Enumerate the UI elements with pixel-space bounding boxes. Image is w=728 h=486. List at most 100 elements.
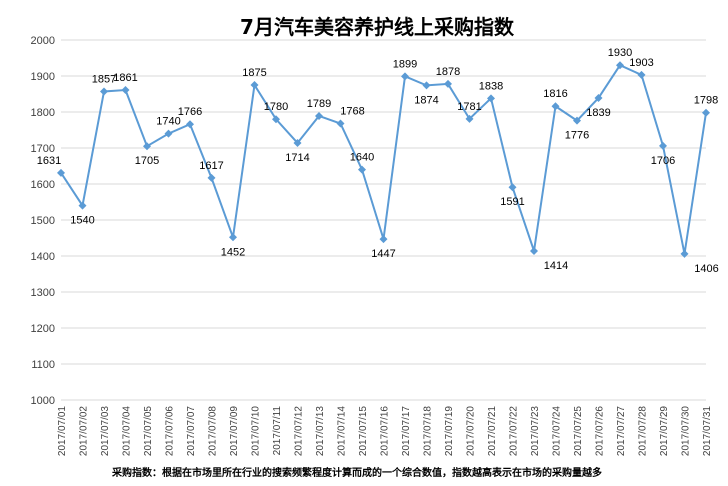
data-label: 1789 — [307, 98, 331, 110]
data-label: 1780 — [264, 101, 288, 113]
data-label: 1591 — [500, 196, 524, 208]
x-tick-label: 2017/07/08 — [208, 406, 219, 456]
data-label: 1899 — [393, 58, 417, 70]
data-point — [229, 233, 237, 242]
data-point — [100, 87, 108, 96]
y-tick-label: 1400 — [31, 251, 55, 263]
y-tick-label: 2000 — [31, 35, 55, 47]
x-tick-label: 2017/07/07 — [186, 406, 197, 456]
data-point — [573, 116, 581, 125]
data-label: 1781 — [457, 101, 481, 113]
data-label: 1452 — [221, 246, 245, 258]
data-point — [401, 72, 409, 81]
data-point — [659, 141, 667, 150]
x-tick-label: 2017/07/19 — [444, 406, 455, 456]
x-tick-label: 2017/07/22 — [509, 406, 520, 456]
data-point — [422, 81, 431, 90]
x-tick-label: 2017/07/25 — [573, 406, 584, 456]
x-tick-label: 2017/07/13 — [315, 406, 326, 456]
x-tick-label: 2017/07/16 — [380, 406, 391, 456]
data-point — [315, 111, 323, 120]
data-label: 1874 — [414, 94, 438, 106]
data-point — [530, 246, 538, 255]
data-label: 1816 — [543, 88, 567, 100]
x-tick-label: 2017/07/27 — [616, 406, 627, 456]
data-label: 1447 — [371, 248, 395, 260]
data-point — [551, 102, 560, 111]
data-label: 1705 — [135, 155, 159, 167]
data-label: 1714 — [285, 152, 309, 164]
data-point — [702, 108, 710, 117]
data-label: 1640 — [350, 152, 374, 164]
data-point — [616, 61, 624, 70]
x-tick-label: 2017/07/14 — [337, 406, 348, 456]
y-tick-label: 1500 — [31, 215, 55, 227]
data-label: 1766 — [178, 106, 202, 118]
x-tick-label: 2017/07/30 — [681, 406, 692, 456]
data-label: 1631 — [37, 155, 61, 167]
x-tick-label: 2017/07/11 — [272, 406, 283, 456]
y-tick-label: 1700 — [31, 143, 55, 155]
data-point — [207, 173, 216, 182]
data-point — [336, 119, 345, 128]
data-label: 1930 — [608, 47, 632, 59]
x-tick-label: 2017/07/26 — [595, 406, 606, 456]
data-label: 1878 — [436, 66, 460, 78]
x-tick-label: 2017/07/23 — [530, 406, 541, 456]
data-label: 1838 — [479, 80, 503, 92]
x-tick-label: 2017/07/12 — [294, 406, 305, 456]
x-tick-label: 2017/07/09 — [229, 406, 240, 456]
x-tick-label: 2017/07/31 — [702, 406, 713, 456]
y-tick-label: 1000 — [31, 395, 55, 407]
x-tick-label: 2017/07/02 — [79, 406, 90, 456]
chart-footnote: 采购指数：根据在市场里所在行业的搜索频繁程度计算而成的一个综合数值，指数越高表示… — [111, 466, 602, 479]
x-tick-label: 2017/07/10 — [251, 406, 262, 456]
data-label: 1839 — [586, 107, 610, 119]
data-label: 1617 — [199, 160, 223, 172]
data-point — [57, 168, 65, 177]
y-tick-label: 1300 — [31, 287, 55, 299]
data-point — [186, 120, 194, 129]
data-label: 1768 — [340, 106, 364, 118]
data-markers — [57, 61, 710, 258]
x-tick-label: 2017/07/06 — [165, 406, 176, 456]
data-point — [444, 79, 452, 88]
data-label: 1406 — [694, 263, 718, 275]
data-label: 1740 — [156, 116, 180, 128]
y-tick-label: 1100 — [31, 359, 55, 371]
data-label: 1857 — [92, 73, 116, 85]
y-axis: 1000 1100 1200 1300 1400 1500 1600 1700 1800 1900… — [31, 35, 55, 407]
chart-title: 7月汽车美容养护线上采购指数 — [240, 15, 515, 39]
data-point — [143, 142, 151, 151]
data-label: 1706 — [651, 155, 675, 167]
y-tick-label: 1900 — [31, 71, 55, 83]
data-point — [379, 235, 388, 244]
data-point — [358, 165, 366, 174]
x-tick-label: 2017/07/20 — [466, 406, 477, 456]
data-point — [508, 183, 517, 192]
data-point — [487, 94, 495, 103]
data-point — [594, 93, 603, 102]
data-point — [465, 114, 474, 123]
x-axis: 2017/07/01 2017/07/02 2017/07/03 2017/07/04… — [57, 406, 713, 456]
data-label: 1861 — [113, 72, 137, 84]
x-tick-label: 2017/07/24 — [552, 406, 563, 456]
data-label: 1875 — [242, 67, 266, 79]
data-point — [272, 115, 280, 124]
x-tick-label: 2017/07/01 — [57, 406, 68, 456]
x-tick-label: 2017/07/28 — [638, 406, 649, 456]
y-tick-label: 1600 — [31, 179, 55, 191]
x-tick-label: 2017/07/17 — [401, 406, 412, 456]
x-tick-label: 2017/07/18 — [423, 406, 434, 456]
data-label: 1798 — [694, 95, 718, 107]
data-label: 1776 — [565, 130, 589, 142]
x-tick-label: 2017/07/04 — [122, 406, 133, 456]
x-tick-label: 2017/07/05 — [143, 406, 154, 456]
data-point — [121, 86, 130, 95]
data-point — [637, 70, 646, 79]
data-point — [78, 201, 87, 210]
data-label: 1540 — [70, 215, 94, 227]
data-point — [293, 138, 302, 147]
